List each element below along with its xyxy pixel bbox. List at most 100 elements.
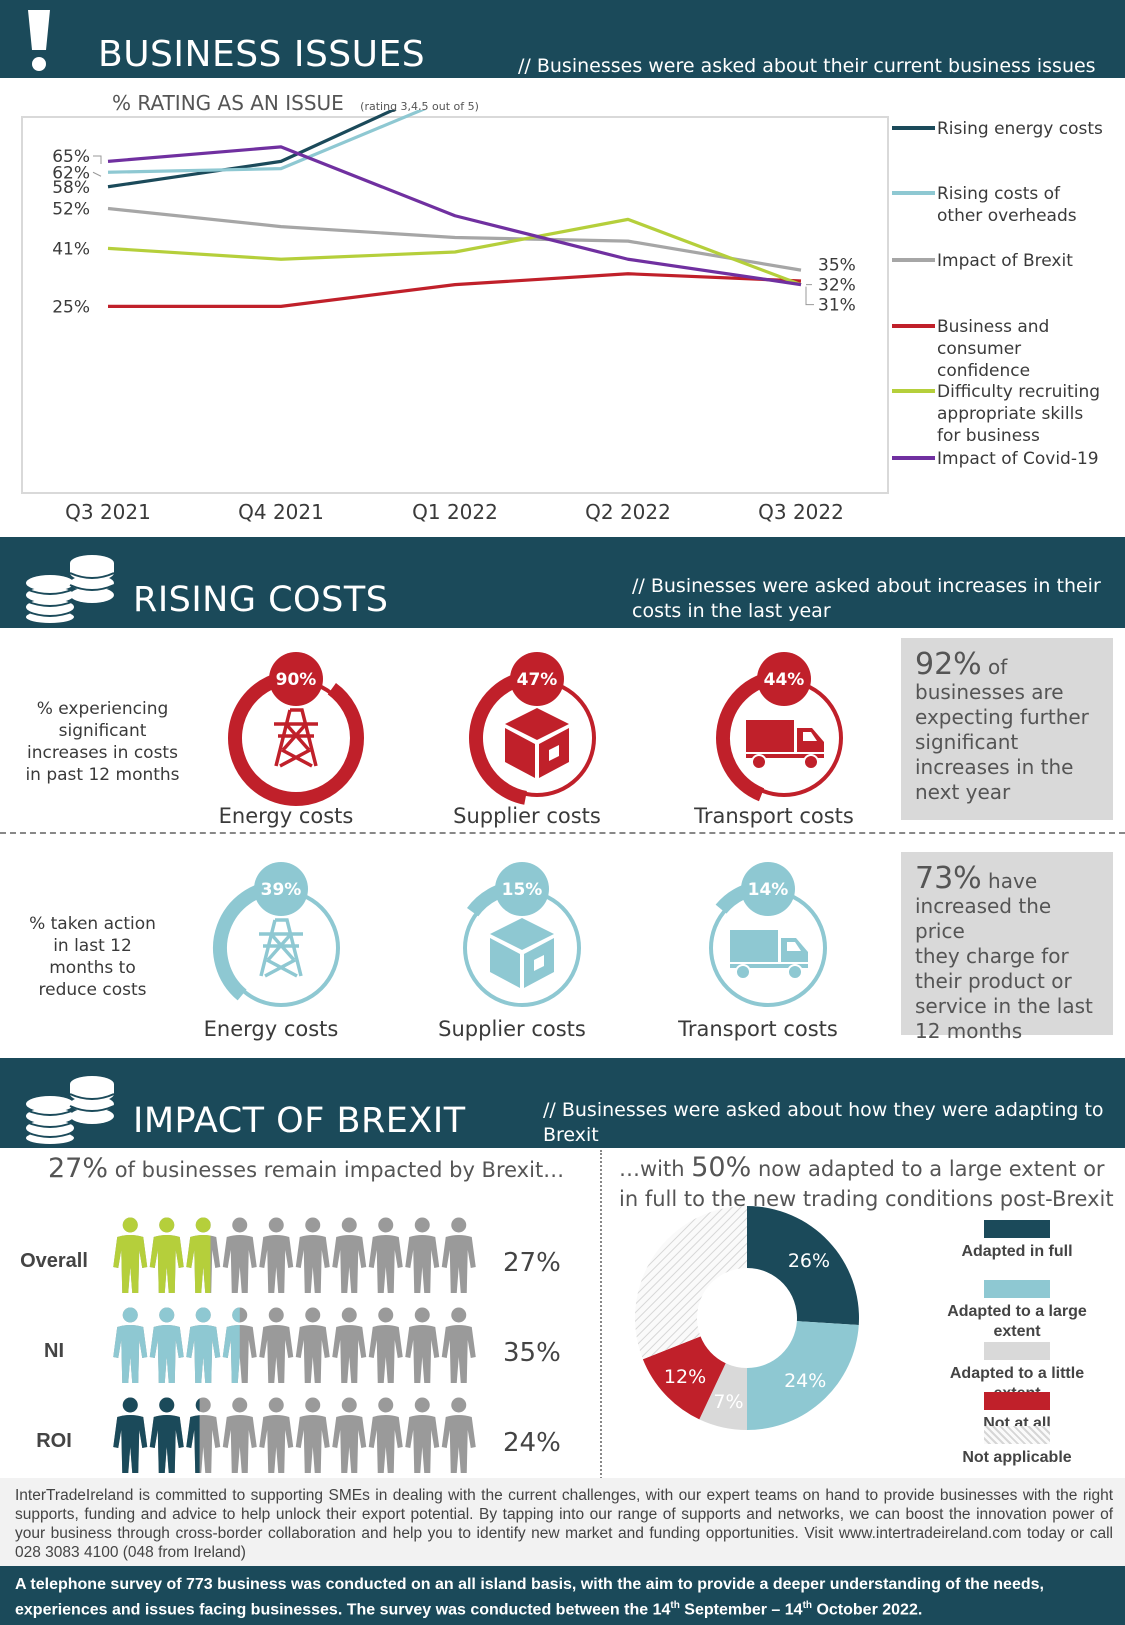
cost-circle-2-2: 15% Supplier costs xyxy=(438,862,586,1041)
pie-legend-item: Adapted to a large extent xyxy=(942,1280,1092,1342)
person-icon xyxy=(405,1307,440,1383)
start-value-label: 25% xyxy=(52,297,90,317)
legend-label: Impact of Covid-19 xyxy=(937,449,1099,469)
x-tick-label: Q2 2022 xyxy=(585,500,671,524)
pct-bubble xyxy=(254,862,308,916)
business-issues-title: BUSINESS ISSUES xyxy=(98,34,426,75)
expecting-increases-box: 92% of businesses are expecting further si… xyxy=(901,638,1113,820)
legend-label: consumer xyxy=(937,339,1021,359)
footer-background xyxy=(0,1478,1125,1566)
person-icon xyxy=(441,1217,476,1293)
person-icon xyxy=(113,1307,148,1383)
truck-icon xyxy=(730,930,808,980)
cost-circle-2-3: 14% Transport costs xyxy=(677,862,838,1041)
person-icon xyxy=(295,1217,330,1293)
pct-label: 44% xyxy=(764,670,805,690)
person-icon xyxy=(332,1397,367,1473)
business-issues-header xyxy=(0,0,1125,78)
inner-disc xyxy=(249,691,343,785)
pie-legend-item: Adapted in full xyxy=(942,1220,1092,1262)
pct-bubble xyxy=(269,652,323,706)
person-icon xyxy=(149,1217,184,1293)
row1-label: % experiencing significant increases in c… xyxy=(25,699,180,785)
legend-label: Rising costs of xyxy=(937,184,1061,204)
row-pct: 27% xyxy=(503,1248,561,1278)
x-tick-label: Q3 2022 xyxy=(758,500,844,524)
end-value-label: 32% xyxy=(818,276,856,296)
rising-costs-subtitle: // Businesses were asked about increases… xyxy=(632,575,1101,622)
legend-swatch xyxy=(984,1342,1050,1360)
pie-label: 24% xyxy=(784,1370,826,1392)
legend-label: confidence xyxy=(937,361,1030,381)
legend-swatch xyxy=(984,1280,1050,1298)
pct-label: 90% xyxy=(276,670,317,690)
pie-legend-item: Not applicable xyxy=(942,1426,1092,1468)
x-tick-label: Q4 2021 xyxy=(238,500,324,524)
pie-label: 7% xyxy=(713,1391,743,1413)
series-line-5 xyxy=(107,145,802,287)
start-value-label: 41% xyxy=(52,239,90,259)
end-value-label: 35% xyxy=(818,256,856,276)
rising-costs-title: RISING COSTS xyxy=(133,580,389,620)
series-line-2 xyxy=(107,206,802,272)
label-leader xyxy=(93,155,102,164)
person-icon xyxy=(441,1307,476,1383)
pct-label: 14% xyxy=(748,880,789,900)
pct-label: 15% xyxy=(502,880,543,900)
footer-text: InterTradeIreland is committed to suppor… xyxy=(15,1487,1113,1561)
pct-bubble xyxy=(495,862,549,916)
row-pct: 35% xyxy=(503,1338,561,1368)
pie-slice xyxy=(635,1206,747,1360)
person-icon xyxy=(441,1397,476,1473)
increased-price-box: 73% have increased the price they charge … xyxy=(901,852,1113,1043)
impact-brexit-header xyxy=(0,1058,1125,1148)
rising-costs-header xyxy=(0,537,1125,628)
pylon-icon xyxy=(274,708,318,768)
cost-circle-2-1: 39% Energy costs xyxy=(204,862,340,1041)
series-line-3 xyxy=(108,272,802,308)
legend-label: for business xyxy=(937,426,1040,446)
label-leader xyxy=(92,171,102,177)
cost-label: Supplier costs xyxy=(453,804,601,828)
person-icon xyxy=(149,1307,184,1383)
person-icon xyxy=(186,1307,221,1383)
coins-icon xyxy=(25,1076,115,1144)
legend-swatch xyxy=(984,1220,1050,1238)
row-pct: 24% xyxy=(503,1428,561,1458)
pie-label: 26% xyxy=(788,1250,830,1272)
coins-icon xyxy=(25,555,115,623)
pct-bubble xyxy=(510,652,564,706)
person-icon xyxy=(295,1397,330,1473)
line-chart: Q3 2021 Q4 2021 Q1 2022 Q2 2022 Q3 2022 65%62… xyxy=(21,110,1103,524)
cost-label: Transport costs xyxy=(677,1017,838,1041)
legend-label: other overheads xyxy=(937,206,1077,226)
business-issues-subtitle: // Businesses were asked about their cur… xyxy=(518,55,1096,77)
person-icon xyxy=(405,1397,440,1473)
row2-label: % taken action in last 12 months to reduce… xyxy=(29,914,156,1000)
cost-circle-1-3: 44% Transport costs xyxy=(693,652,854,828)
person-icon xyxy=(222,1307,240,1383)
pct-bubble xyxy=(757,652,811,706)
pct-label: 47% xyxy=(517,670,558,690)
legend-label: Difficulty recruiting xyxy=(937,382,1100,402)
person-icon xyxy=(113,1397,148,1473)
start-value-label: 65% xyxy=(52,147,90,167)
exclamation-icon xyxy=(28,10,50,71)
legend-label: Business and xyxy=(937,317,1049,337)
person-icon xyxy=(332,1307,367,1383)
end-value-label: 31% xyxy=(818,296,856,316)
pie-slice xyxy=(747,1321,859,1430)
legend-label: appropriate skills xyxy=(937,404,1083,424)
pie-slice xyxy=(747,1206,859,1326)
start-value-label: 58% xyxy=(52,178,90,198)
pct-bubble xyxy=(741,862,795,916)
cost-circle-1-1: 90% Energy costs xyxy=(219,652,364,828)
start-value-label: 52% xyxy=(52,200,90,220)
legend-label: Rising energy costs xyxy=(937,119,1103,139)
start-value-label: 62% xyxy=(52,163,90,183)
row-label: ROI xyxy=(36,1430,72,1452)
row-label: Overall xyxy=(20,1250,88,1272)
cost-circles: 90% Energy costs 47% Supplier costs 44% Trans… xyxy=(204,652,854,1041)
row-label: NI xyxy=(44,1340,64,1362)
person-icon xyxy=(295,1307,330,1383)
